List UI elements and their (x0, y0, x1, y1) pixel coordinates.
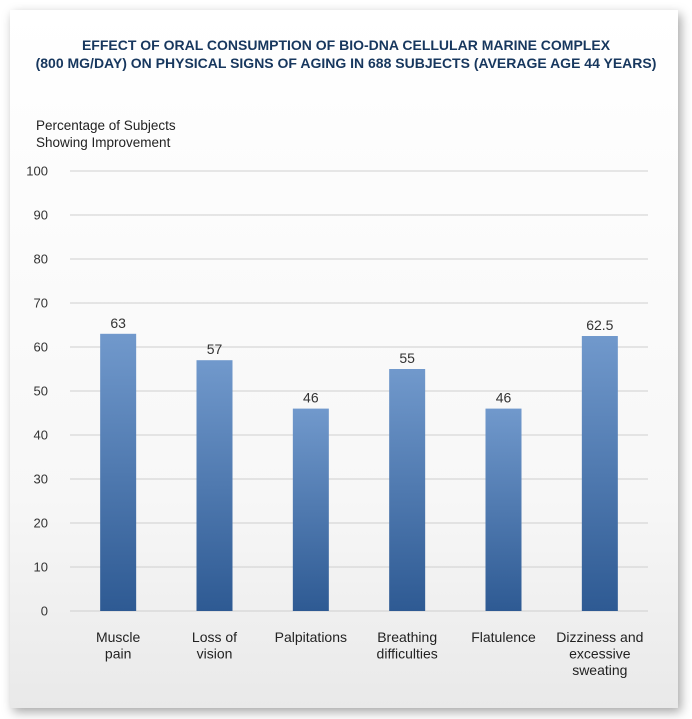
y-tick-label: 0 (41, 604, 48, 619)
data-label: 62.5 (586, 317, 613, 333)
x-category-label: Palpitations (275, 629, 347, 645)
y-tick-label: 50 (34, 384, 48, 399)
bar (581, 336, 618, 611)
x-category-label: Dizziness and excessive sweating (556, 629, 643, 678)
y-tick-label: 30 (34, 472, 48, 487)
bar (196, 360, 233, 611)
y-tick-label: 20 (34, 516, 48, 531)
data-label: 46 (496, 390, 512, 406)
y-tick-label: 40 (34, 428, 48, 443)
y-tick-label: 90 (34, 208, 48, 223)
bar (485, 408, 522, 611)
data-label: 46 (303, 390, 319, 406)
data-label: 63 (110, 315, 126, 331)
x-category-label: Muscle pain (96, 629, 141, 662)
chart-title: EFFECT OF ORAL CONSUMPTION OF BIO-DNA CE… (0, 36, 692, 72)
y-tick-label: 100 (26, 164, 48, 179)
y-axis-label-line-1: Percentage of Subjects (36, 118, 176, 133)
bar (100, 333, 137, 611)
chart-title-line-2: (800 MG/DAY) ON PHYSICAL SIGNS OF AGING … (35, 55, 657, 71)
y-tick-label: 60 (34, 340, 48, 355)
bar (389, 369, 426, 611)
y-axis-label-line-2: Showing Improvement (36, 135, 171, 150)
x-category-label: Loss of vision (192, 629, 237, 662)
y-tick-label: 80 (34, 252, 48, 267)
y-tick-label: 10 (34, 560, 48, 575)
chart-title-line-1: EFFECT OF ORAL CONSUMPTION OF BIO-DNA CE… (81, 37, 611, 53)
data-label: 57 (207, 341, 223, 357)
y-tick-label: 70 (34, 296, 48, 311)
data-label: 55 (399, 350, 415, 366)
y-axis-label: Percentage of Subjects Showing Improveme… (36, 117, 176, 151)
x-category-label: Breathing difficulties (377, 629, 438, 662)
x-category-label: Flatulence (471, 629, 536, 645)
bar (292, 408, 329, 611)
